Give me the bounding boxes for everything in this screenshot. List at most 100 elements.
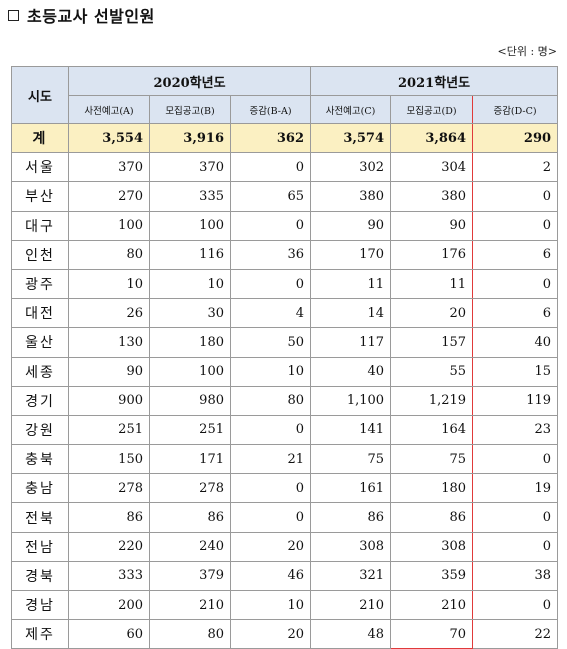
region-name: 대구 — [11, 210, 69, 241]
table-cell: 0 — [472, 268, 559, 300]
region-name: 전남 — [11, 531, 69, 562]
table-cell: 0 — [229, 502, 312, 533]
table-cell: 0 — [229, 414, 312, 446]
region-name: 광주 — [11, 268, 69, 300]
table-cell: 20 — [229, 619, 312, 649]
table-cell: 15 — [472, 356, 559, 387]
table-cell: 6 — [472, 298, 559, 329]
table-cell: 86 — [310, 502, 392, 533]
table-cell: 116 — [149, 239, 231, 270]
region-name: 제주 — [11, 619, 69, 649]
region-name: 대전 — [11, 298, 69, 329]
header-col: 증감(D-C) — [472, 95, 559, 124]
table-cell: 26 — [68, 298, 150, 329]
table-cell: 3,916 — [149, 122, 231, 154]
table-cell: 60 — [68, 619, 150, 649]
table-row: 경남 200 210 10 210 210 0 — [11, 589, 559, 621]
table-cell: 290 — [472, 122, 559, 154]
table-cell: 0 — [472, 181, 559, 212]
table-cell: 90 — [310, 210, 392, 241]
table-cell: 6 — [472, 239, 559, 270]
table-cell: 80 — [68, 239, 150, 270]
unit-label: <단위 : 명> — [497, 45, 558, 58]
table-cell: 38 — [472, 560, 559, 592]
table-cell-highlighted: 176 — [390, 239, 474, 270]
table-cell: 19 — [472, 473, 559, 504]
table-row: 광주 10 10 0 11 11 0 — [11, 268, 559, 300]
table-cell: 10 — [229, 356, 312, 387]
table-cell: 0 — [472, 589, 559, 621]
table-cell: 30 — [149, 298, 231, 329]
header-col: 증감(B-A) — [229, 95, 312, 124]
total-label: 계 — [11, 122, 69, 154]
table-cell: 251 — [68, 414, 150, 446]
region-name: 충북 — [11, 444, 69, 475]
table-cell: 100 — [149, 210, 231, 241]
table-row: 강원 251 251 0 141 164 23 — [11, 414, 559, 446]
table-cell: 86 — [68, 502, 150, 533]
table-cell: 0 — [472, 444, 559, 475]
table-row: 전남 220 240 20 308 308 0 — [11, 531, 559, 562]
table-row: 서울 370 370 0 302 304 2 — [11, 152, 559, 183]
table-cell-highlighted: 1,219 — [390, 385, 474, 416]
table-cell: 90 — [68, 356, 150, 387]
table-cell: 65 — [229, 181, 312, 212]
table-cell: 117 — [310, 327, 392, 358]
table-cell: 251 — [149, 414, 231, 446]
region-name: 경기 — [11, 385, 69, 416]
region-name: 서울 — [11, 152, 69, 183]
table-cell: 1,100 — [310, 385, 392, 416]
header-region: 시도 — [11, 66, 69, 124]
table-cell: 3,554 — [68, 122, 150, 154]
table-cell: 379 — [149, 560, 231, 592]
table-cell-highlighted: 86 — [390, 502, 474, 533]
region-name: 충남 — [11, 473, 69, 504]
table-cell: 75 — [310, 444, 392, 475]
table-cell: 278 — [68, 473, 150, 504]
table-cell: 180 — [149, 327, 231, 358]
table-cell-highlighted: 180 — [390, 473, 474, 504]
table-cell: 20 — [229, 531, 312, 562]
table-cell: 170 — [310, 239, 392, 270]
table-cell: 161 — [310, 473, 392, 504]
table-cell: 321 — [310, 560, 392, 592]
region-name: 울산 — [11, 327, 69, 358]
table-cell: 380 — [310, 181, 392, 212]
table-cell: 46 — [229, 560, 312, 592]
table-cell: 0 — [472, 210, 559, 241]
table-cell: 10 — [229, 589, 312, 621]
table-cell: 100 — [149, 356, 231, 387]
header-col: 모집공고(B) — [149, 95, 231, 124]
table-cell: 119 — [472, 385, 559, 416]
table-cell: 302 — [310, 152, 392, 183]
table-cell: 0 — [229, 268, 312, 300]
table-cell: 23 — [472, 414, 559, 446]
table-cell-highlighted: 164 — [390, 414, 474, 446]
table-cell: 100 — [68, 210, 150, 241]
table-row: 제주 60 80 20 48 70 22 — [11, 619, 559, 649]
region-name: 강원 — [11, 414, 69, 446]
table-cell: 4 — [229, 298, 312, 329]
table-cell: 308 — [310, 531, 392, 562]
table-row: 울산 130 180 50 117 157 40 — [11, 327, 559, 358]
table-cell: 220 — [68, 531, 150, 562]
table-cell: 980 — [149, 385, 231, 416]
table-cell: 10 — [68, 268, 150, 300]
table-cell: 333 — [68, 560, 150, 592]
total-row: 계 3,554 3,916 362 3,574 3,864 290 — [11, 122, 559, 154]
table-cell-highlighted: 70 — [390, 619, 474, 649]
region-name: 인천 — [11, 239, 69, 270]
header-year-2021: 2021학년도 — [310, 66, 559, 96]
header-col: 사전예고(C) — [310, 95, 392, 124]
table-row: 전북 86 86 0 86 86 0 — [11, 502, 559, 533]
table-cell: 130 — [68, 327, 150, 358]
table-cell: 370 — [68, 152, 150, 183]
table-cell: 0 — [229, 210, 312, 241]
table-cell: 335 — [149, 181, 231, 212]
table-cell: 0 — [229, 473, 312, 504]
table-cell: 40 — [310, 356, 392, 387]
table-cell: 86 — [149, 502, 231, 533]
table-cell: 48 — [310, 619, 392, 649]
table-cell: 900 — [68, 385, 150, 416]
table-cell: 240 — [149, 531, 231, 562]
